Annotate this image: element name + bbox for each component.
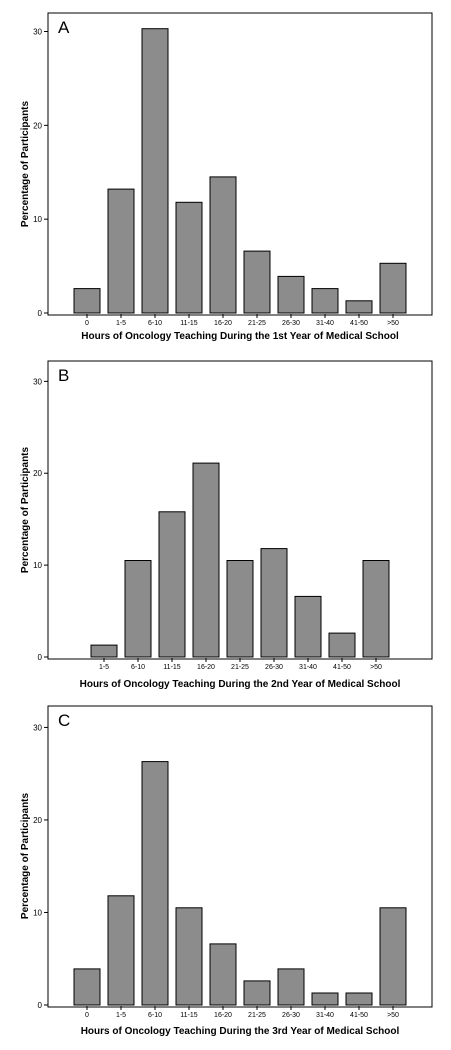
- bar-7: [328, 632, 356, 658]
- x-tick-label: 31-40: [316, 320, 334, 327]
- bar-0: [90, 644, 118, 658]
- bar-7: [311, 288, 339, 314]
- bar-0: [73, 968, 101, 1006]
- x-tick-label: 11-15: [180, 320, 197, 327]
- chart-panel-a: A Percentage of Participants Hours of On…: [0, 0, 451, 345]
- x-tick-label: 21-25: [248, 1012, 266, 1019]
- bar-3: [192, 462, 220, 658]
- x-tick-label: 21-25: [248, 320, 266, 327]
- y-tick-label: 10: [33, 215, 42, 224]
- bar-5: [243, 250, 271, 314]
- x-tick-label: 6-10: [148, 1012, 162, 1019]
- bar-2: [141, 28, 169, 314]
- chart-svg-c: C Percentage of Participants Hours of On…: [20, 705, 433, 1037]
- y-tick-label: 10: [33, 561, 42, 570]
- x-tick-label: >50: [387, 1012, 399, 1019]
- y-tick-label: 30: [33, 377, 42, 386]
- x-tick-label: 21-25: [231, 664, 249, 671]
- x-tick-label: 16-20: [197, 664, 215, 671]
- x-tick-label: 41-50: [333, 664, 351, 671]
- x-tick-label: 1-5: [116, 1012, 126, 1019]
- bar-9: [379, 262, 407, 314]
- y-axis-title: Percentage of Participants: [20, 100, 31, 227]
- bar-6: [294, 595, 322, 658]
- y-tick-label: 20: [33, 121, 42, 130]
- bar-4: [209, 176, 237, 314]
- x-tick-label: >50: [370, 664, 382, 671]
- y-axis-title: Percentage of Participants: [20, 446, 31, 573]
- panel-label: C: [58, 711, 70, 730]
- bar-7: [311, 992, 339, 1006]
- bar-4: [226, 560, 254, 658]
- bar-1: [107, 895, 135, 1006]
- x-tick-label: >50: [387, 320, 399, 327]
- y-axis-title: Percentage of Participants: [20, 792, 31, 919]
- x-tick-label: 11-15: [180, 1012, 197, 1019]
- bar-5: [243, 980, 271, 1006]
- bar-6: [277, 968, 305, 1006]
- y-tick-label: 0: [38, 653, 43, 662]
- bar-0: [73, 288, 101, 314]
- plot-frame: [47, 705, 433, 1008]
- panel-label: A: [58, 18, 70, 37]
- bar-2: [141, 761, 169, 1006]
- x-tick-label: 26-30: [282, 320, 300, 327]
- x-tick-label: 16-20: [214, 1012, 232, 1019]
- bar-3: [175, 201, 203, 314]
- x-tick-label: 41-50: [350, 1012, 368, 1019]
- x-tick-label: 6-10: [148, 320, 162, 327]
- x-tick-label: 1-5: [99, 664, 109, 671]
- chart-panel-b: B Percentage of Participants Hours of On…: [0, 353, 451, 698]
- y-tick-label: 0: [38, 309, 43, 318]
- y-tick-label: 30: [33, 28, 42, 37]
- chart-panel-c: C Percentage of Participants Hours of On…: [0, 700, 451, 1045]
- bar-6: [277, 275, 305, 314]
- chart-svg-a: A Percentage of Participants Hours of On…: [20, 12, 433, 342]
- x-tick-label: 0: [85, 320, 89, 327]
- bar-3: [175, 907, 203, 1006]
- bar-1: [107, 188, 135, 314]
- x-tick-label: 26-30: [282, 1012, 300, 1019]
- bar-8: [345, 992, 373, 1006]
- bar-8: [345, 300, 373, 314]
- panel-label: B: [58, 366, 69, 385]
- x-tick-label: 1-5: [116, 320, 126, 327]
- y-tick-label: 20: [33, 469, 42, 478]
- y-tick-label: 10: [33, 908, 42, 917]
- x-tick-label: 11-15: [163, 664, 180, 671]
- chart-svg-b: B Percentage of Participants Hours of On…: [20, 360, 433, 690]
- bar-9: [379, 907, 407, 1006]
- x-tick-label: 31-40: [299, 664, 317, 671]
- plot-frame: [47, 12, 433, 316]
- y-tick-label: 0: [38, 1001, 43, 1010]
- x-tick-label: 31-40: [316, 1012, 334, 1019]
- bar-1: [124, 560, 152, 658]
- x-axis-title: Hours of Oncology Teaching During the 3r…: [81, 1026, 400, 1037]
- y-tick-label: 30: [33, 723, 42, 732]
- x-axis-title: Hours of Oncology Teaching During the 1s…: [81, 331, 399, 342]
- bar-2: [158, 511, 186, 658]
- x-tick-label: 16-20: [214, 320, 232, 327]
- x-tick-label: 6-10: [131, 664, 145, 671]
- x-tick-label: 0: [85, 1012, 89, 1019]
- x-axis-title: Hours of Oncology Teaching During the 2n…: [80, 679, 401, 690]
- x-tick-label: 41-50: [350, 320, 368, 327]
- y-tick-label: 20: [33, 816, 42, 825]
- bar-5: [260, 548, 288, 658]
- x-tick-label: 26-30: [265, 664, 283, 671]
- bar-8: [362, 560, 390, 658]
- bar-4: [209, 943, 237, 1006]
